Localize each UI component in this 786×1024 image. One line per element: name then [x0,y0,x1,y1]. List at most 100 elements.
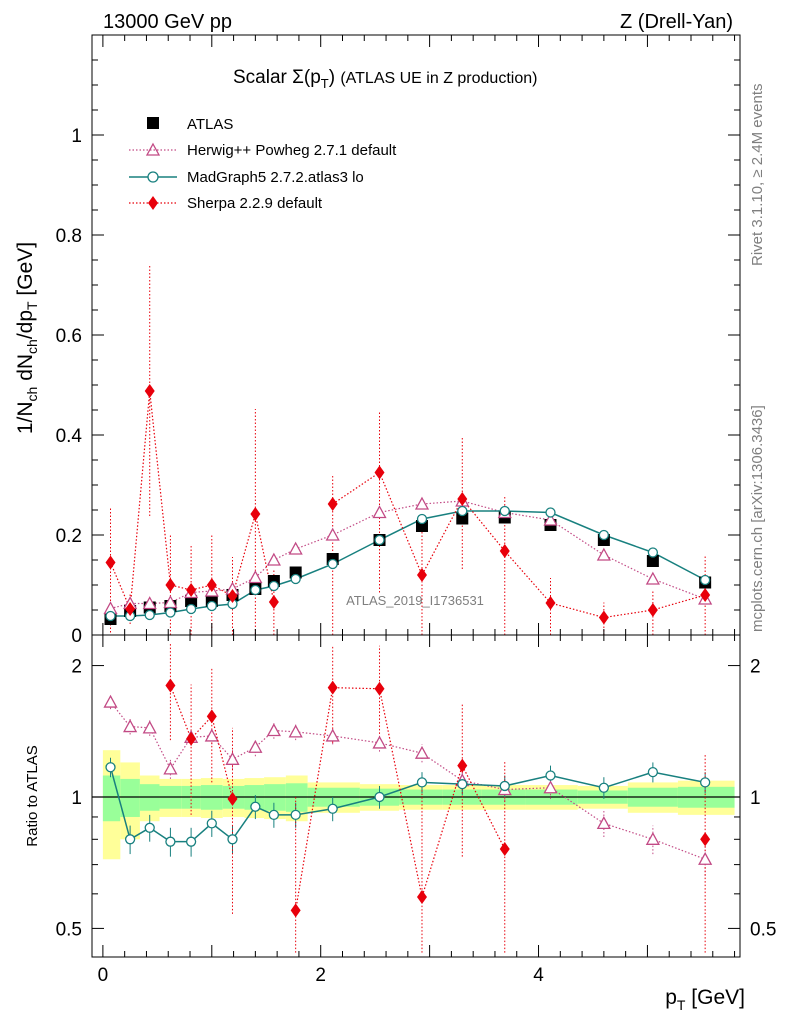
legend-marker-herwig [145,142,161,156]
main-point-s3 [374,465,385,480]
xtick-label: 0 [98,965,109,986]
main-point-s2 [206,600,217,612]
main-point-s3 [227,589,238,603]
ratio-point-s0 [123,719,138,733]
main-point-s2 [457,505,468,517]
main-point-s3 [416,568,427,582]
ratio-point-s0 [414,745,430,759]
main-point-s2 [290,573,301,585]
ratio-point-s0 [142,720,157,734]
main-point-s2 [185,603,197,615]
axis-ticks: 0 0.2 0.4 0.6 0.8 1 0 2 4 0.5 0.5 1 1 2 2 [56,34,776,986]
main-point-s1 [414,496,430,510]
ratio-point-s1 [290,809,301,821]
main-point-s1 [266,552,281,566]
ratio-ytick-label: 2 [71,657,82,678]
legend-label-atlas: ATLAS [187,116,233,133]
ratio-point-s1 [598,782,610,793]
ratio-point-s0 [225,751,240,765]
legend-marker-sherpa [148,196,158,210]
ratio-point-s1 [185,836,197,847]
ratio-point-s1 [499,780,510,792]
ratio-point-s2 [165,678,176,693]
main-title: Scalar Σ(pT) (ATLAS UE in Z production) [233,67,537,91]
main-point-s1 [325,527,340,541]
legend-label-madgraph: MadGraph5 2.7.2.atlas3 lo [187,169,364,186]
main-point-s3 [700,588,711,602]
main-point-s2 [499,505,510,517]
mcplots-label: mcplots.cern.ch [arXiv:1306.3436] [749,405,766,632]
ratio-ytick-label: 0.5 [56,919,82,940]
main-point-s2 [647,547,659,558]
main-point-s3 [206,578,217,592]
ratio-point-s1 [545,770,556,781]
main-point-s2 [699,574,711,586]
xtick-label: 2 [315,965,326,986]
ratio-line-2 [169,685,234,800]
ratio-point-s0 [288,724,303,738]
main-point-s2 [250,584,261,596]
main-ytick-label: 1 [71,126,82,147]
process-label: Z (Drell-Yan) [620,11,733,33]
main-point-s2 [105,610,116,622]
main-ytick-label: 0.8 [56,226,82,247]
ratio-point-s1 [327,803,338,814]
main-point-s3 [250,507,261,521]
ratio-point-s1 [144,822,155,833]
ratio-point-s2 [700,832,711,847]
main-point-s3 [598,610,609,625]
ratio-ytick-label: 1 [71,788,82,809]
main-point-s1 [543,512,558,526]
ratio-ytick-label-right: 1 [750,788,761,809]
ratio-point-s0 [596,816,611,830]
main-ylabel: 1/Nch dNch/dpT [GeV] [14,242,40,434]
main-point-s3 [647,603,658,617]
main-point-s3 [499,544,510,558]
ratio-point-s1 [124,834,136,845]
ratio-point-s1 [699,777,711,788]
main-point-s2 [545,507,556,518]
main-point-s2 [165,607,176,618]
ratio-plot-area [103,643,713,953]
xtick-label: 4 [533,965,544,986]
main-point-s3 [268,595,279,609]
ratio-point-s1 [250,801,261,812]
main-point-s2 [144,609,155,621]
ratio-point-s2 [206,709,217,724]
ratio-line-2 [295,687,506,911]
main-ytick-label: 0.6 [56,326,82,347]
rivet-label: Rivet 3.1.10, ≥ 2.4M events [749,84,766,267]
ratio-point-s1 [374,791,385,803]
band-green [120,778,140,817]
ratio-point-s0 [645,831,660,845]
ratio-point-s0 [248,739,263,753]
legend: ATLAS Herwig++ Powheg 2.7.1 default MadG… [129,116,397,212]
main-point-s3 [125,602,136,616]
ratio-point-s2 [374,681,385,696]
ratio-point-s2 [327,680,338,695]
ratio-ytick-label-right: 2 [750,657,761,678]
main-point-s0 [646,555,659,567]
ratio-point-s0 [543,780,558,794]
main-point-s1 [142,596,157,610]
main-point-s3 [105,555,116,570]
legend-label-herwig: Herwig++ Powheg 2.7.1 default [187,142,397,159]
main-point-s2 [374,534,385,546]
main-point-s2 [268,580,280,592]
ratio-point-s2 [290,903,301,918]
band-green [102,775,121,822]
ratio-point-s0 [163,761,178,775]
ratio-point-s1 [206,818,217,829]
main-ytick-label: 0 [71,626,82,647]
ratio-point-s1 [457,779,468,790]
ratio-point-s2 [416,890,427,905]
ratio-point-s0 [103,694,118,708]
main-point-s1 [248,570,263,584]
ratio-point-s1 [268,809,280,821]
main-point-s3 [545,596,556,610]
main-line-3 [109,390,275,610]
main-point-s3 [165,578,176,592]
main-ytick-label: 0.2 [56,526,82,547]
main-point-s3 [144,384,155,398]
